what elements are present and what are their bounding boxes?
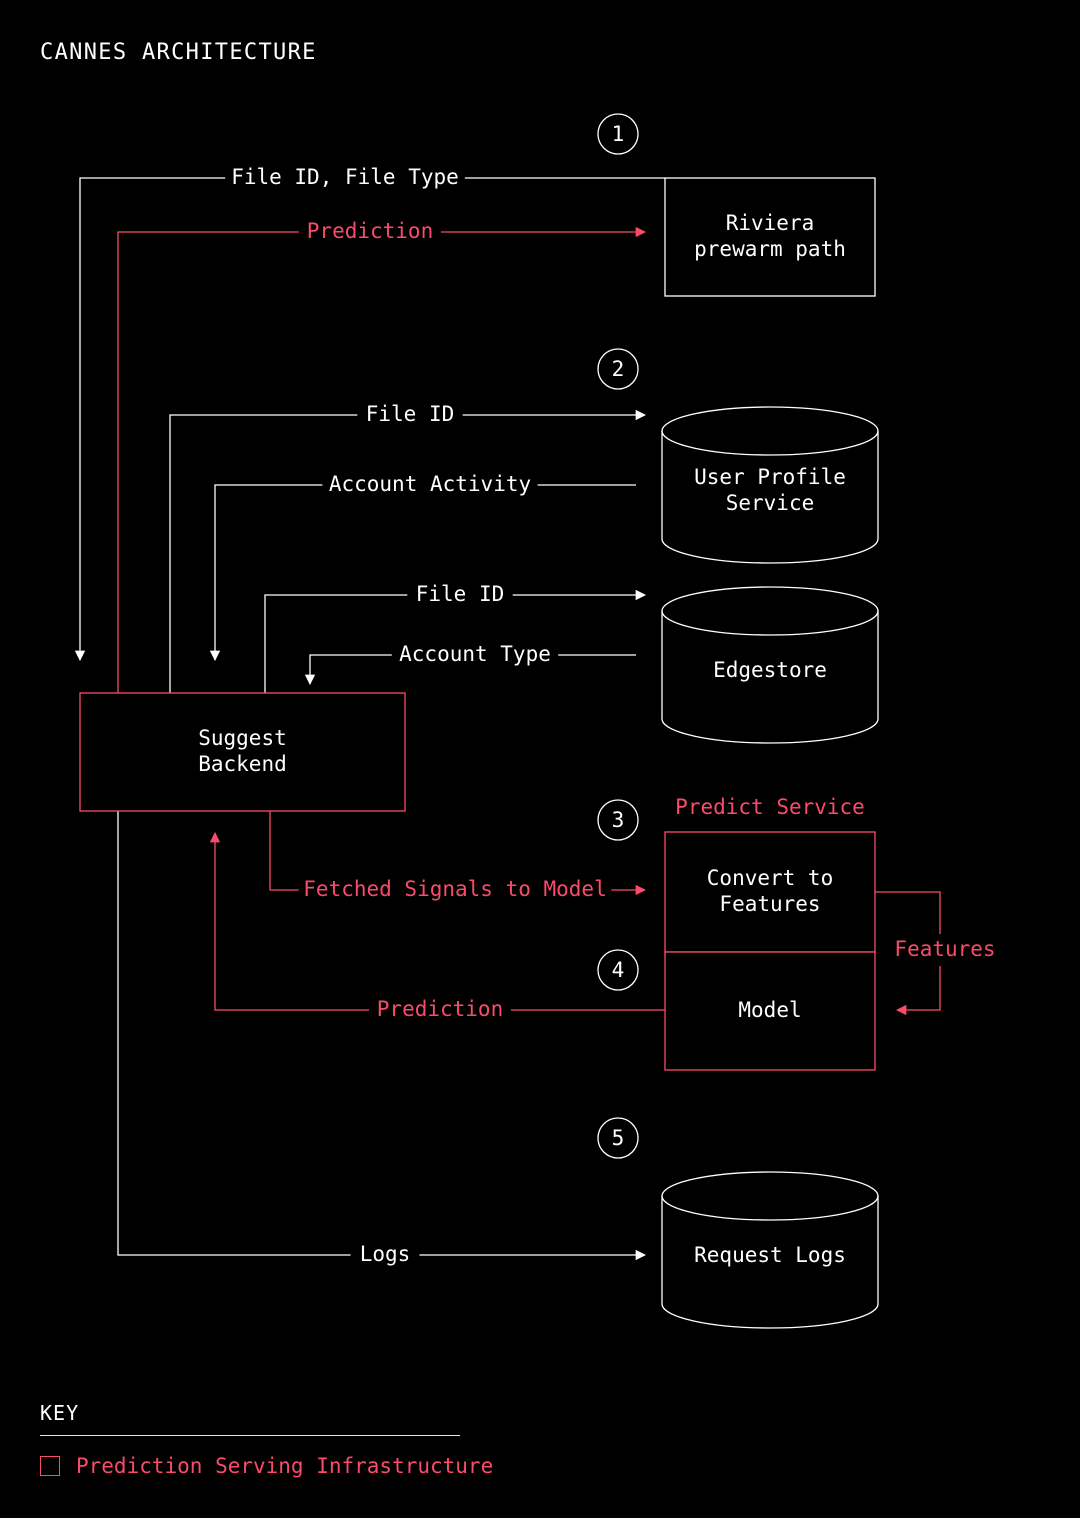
edge-label: Account Activity (329, 472, 531, 496)
legend-swatch (40, 1456, 60, 1476)
legend-divider (40, 1435, 460, 1436)
node-label: User Profile (694, 465, 846, 489)
step-number: 3 (612, 808, 625, 832)
edge-label: Features (894, 937, 995, 961)
edge-label: Prediction (377, 997, 503, 1021)
edge (215, 485, 636, 660)
edge-label: File ID (416, 582, 505, 606)
edge-label: File ID, File Type (231, 165, 459, 189)
edge-label: Fetched Signals to Model (303, 877, 606, 901)
step-number: 5 (612, 1126, 625, 1150)
step-number: 1 (612, 122, 625, 146)
edge-label: Logs (360, 1242, 411, 1266)
node-label: Service (726, 491, 815, 515)
step-number: 2 (612, 357, 625, 381)
node-label: Suggest (198, 726, 287, 750)
node-label: Request Logs (694, 1243, 846, 1267)
node-label: Features (719, 892, 820, 916)
node-label: prewarm path (694, 237, 846, 261)
edge-label: Prediction (307, 219, 433, 243)
node-label: Convert to (707, 866, 833, 890)
node-label: Backend (198, 752, 287, 776)
legend-item: Prediction Serving Infrastructure (40, 1454, 493, 1478)
section-title: Predict Service (675, 795, 865, 819)
edge (215, 833, 665, 1010)
legend: KEY Prediction Serving Infrastructure (40, 1401, 493, 1478)
legend-title: KEY (40, 1401, 493, 1425)
architecture-diagram: SuggestBackend Rivieraprewarm path User Pr… (0, 0, 1080, 1518)
edge-label: File ID (366, 402, 455, 426)
node-label: Riviera (726, 211, 815, 235)
node-label: Model (738, 998, 801, 1022)
step-number: 4 (612, 958, 625, 982)
edge-label: Account Type (399, 642, 551, 666)
node-label: Edgestore (713, 658, 827, 682)
legend-label: Prediction Serving Infrastructure (76, 1454, 493, 1478)
edge (118, 232, 645, 693)
